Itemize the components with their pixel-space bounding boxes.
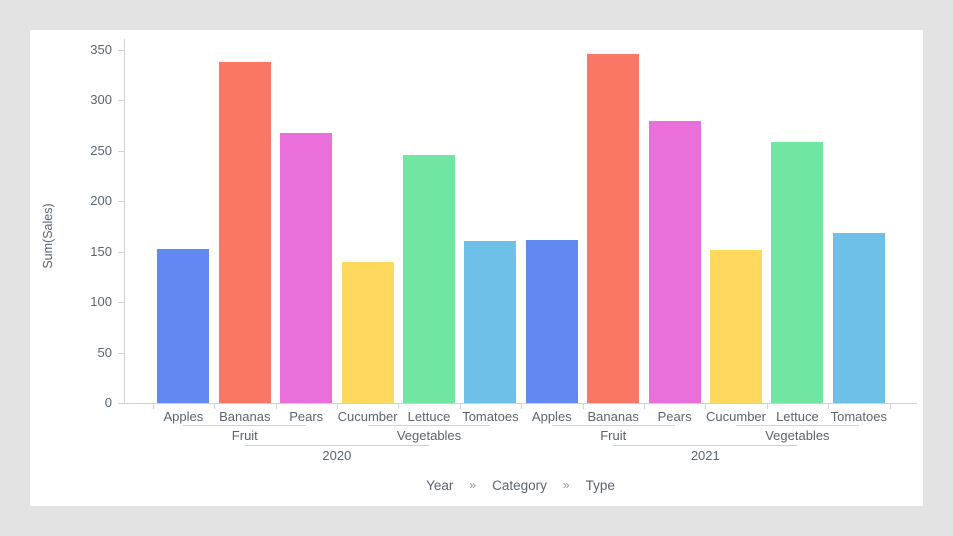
y-tick [118, 151, 124, 152]
x-label-type-lettuce-2020: Lettuce [407, 409, 451, 424]
x-boundary-tick [582, 403, 584, 409]
x-boundary-tick [336, 403, 338, 409]
x-label-category-fruit-2020: Fruit [231, 428, 258, 443]
y-tick-label: 0 [104, 395, 112, 410]
y-tick-label: 50 [97, 345, 112, 360]
bar-tomatoes-2021[interactable] [832, 232, 885, 403]
y-tick [118, 353, 124, 354]
x-label-year-2021: 2021 [690, 448, 720, 463]
bar-chart-plot: 0 50 100 150 200 250 300 350 Apples Bananas Pears F… [30, 30, 923, 506]
x-boundary-tick [398, 403, 400, 409]
year-extent-line [244, 445, 429, 446]
y-tick [118, 252, 124, 253]
category-extent-line [551, 425, 675, 426]
chart-card: Sum(Sales) 0 50 100 150 200 250 300 350 Apples Ba… [30, 30, 923, 506]
x-label-type-pears-2020: Pears [289, 409, 324, 424]
x-boundary-tick [152, 403, 154, 409]
y-tick-label: 150 [90, 244, 112, 259]
x-label-category-fruit-2021: Fruit [600, 428, 627, 443]
hierarchy-breadcrumb: Year » Category » Type [124, 477, 917, 493]
x-label-year-2020: 2020 [322, 448, 352, 463]
year-extent-line [613, 445, 798, 446]
x-boundary-tick [521, 403, 523, 409]
x-boundary-tick [828, 403, 830, 409]
breadcrumb-separator-icon: » [469, 478, 477, 492]
x-label-type-cucumber-2021: Cucumber [706, 409, 766, 424]
x-label-type-tomatoes-2020: Tomatoes [462, 409, 519, 424]
x-boundary-tick [459, 403, 461, 409]
x-boundary-tick [766, 403, 768, 409]
category-extent-line [367, 425, 491, 426]
x-label-type-tomatoes-2021: Tomatoes [830, 409, 887, 424]
x-boundary-tick [643, 403, 645, 409]
x-label-type-apples-2021: Apples [531, 409, 572, 424]
y-tick-label: 350 [90, 42, 112, 57]
x-label-type-bananas-2020: Bananas [219, 409, 271, 424]
x-label-category-vegetables-2020: Vegetables [396, 428, 462, 443]
x-label-type-lettuce-2021: Lettuce [776, 409, 819, 424]
bar-tomatoes-2020[interactable] [464, 240, 517, 403]
y-tick [118, 100, 124, 101]
category-extent-line [736, 425, 859, 426]
x-label-type-apples-2020: Apples [163, 409, 204, 424]
x-label-type-bananas-2021: Bananas [587, 409, 639, 424]
bar-lettuce-2021[interactable] [771, 141, 824, 403]
bar-lettuce-2020[interactable] [403, 154, 455, 403]
y-tick [118, 201, 124, 202]
x-label-type-cucumber-2020: Cucumber [337, 409, 398, 424]
y-tick [118, 50, 124, 51]
bar-apples-2021[interactable] [525, 239, 578, 403]
category-extent-line [183, 425, 307, 426]
bar-bananas-2021[interactable] [587, 53, 640, 403]
bar-pears-2020[interactable] [280, 132, 333, 403]
bar-cucumber-2021[interactable] [710, 249, 762, 403]
x-axis-line [124, 403, 917, 404]
y-tick-label: 250 [90, 143, 112, 158]
bar-cucumber-2020[interactable] [341, 261, 394, 403]
x-boundary-tick [275, 403, 277, 409]
x-label-type-pears-2021: Pears [657, 409, 692, 424]
breadcrumb-separator-icon: » [562, 478, 570, 492]
x-boundary-tick [889, 403, 891, 409]
y-tick-label: 200 [90, 193, 112, 208]
bar-bananas-2020[interactable] [218, 62, 271, 403]
y-tick [118, 302, 124, 303]
x-label-category-vegetables-2021: Vegetables [765, 428, 830, 443]
y-tick [118, 403, 124, 404]
bar-apples-2020[interactable] [157, 248, 210, 403]
x-boundary-tick [214, 403, 216, 409]
y-tick-label: 100 [90, 294, 112, 309]
y-axis-line [124, 39, 125, 404]
breadcrumb-level-type: Type [585, 477, 615, 493]
y-tick-label: 300 [90, 92, 112, 107]
breadcrumb-level-category: Category [492, 477, 547, 493]
bar-pears-2021[interactable] [648, 120, 701, 403]
x-boundary-tick [705, 403, 707, 409]
breadcrumb-level-year: Year [426, 477, 454, 493]
